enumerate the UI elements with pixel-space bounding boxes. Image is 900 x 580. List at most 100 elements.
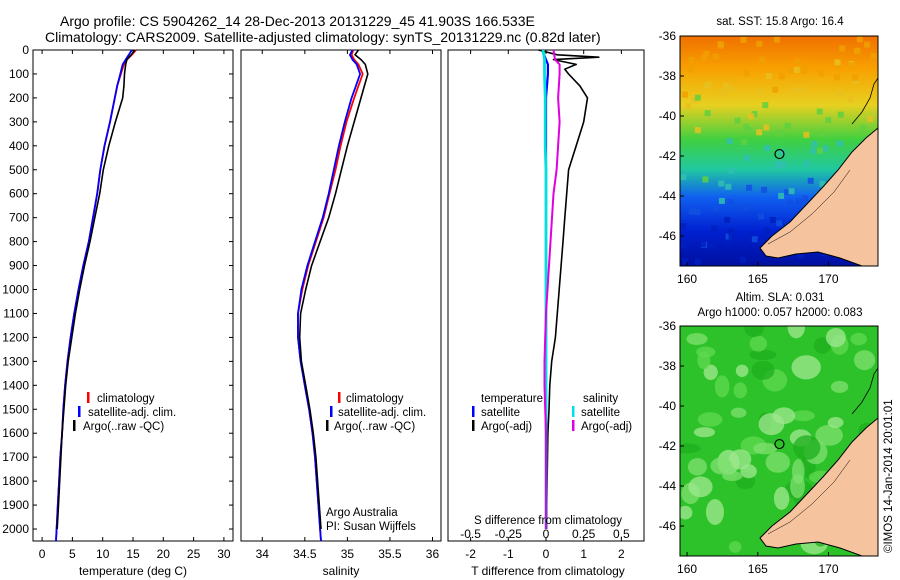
sst-pixel [856,36,863,43]
sst-pixel [728,86,735,92]
depth-tick-label: 1400 [2,378,29,392]
sst-pixel [801,68,808,75]
sst-pixel [819,130,826,137]
sla-blob [853,350,876,371]
map-x-tick-label: 170 [818,272,838,286]
sst-pixel [702,176,709,183]
difference-series [538,49,600,529]
s-tick-label: 0 [543,527,550,541]
sla-coastline [851,367,878,415]
map-y-tick-label: -44 [659,479,677,493]
sla-blob [749,349,777,360]
sla-bathymetry-contour [767,459,851,535]
depth-tick-label: 1600 [2,426,29,440]
sst-pixel [802,64,809,71]
sst-pixel [694,127,701,134]
sst-pixel [748,113,754,120]
difference-x-axis: -2 -1 0 1 2 [465,50,625,561]
map-x-tick-label: 160 [677,562,697,576]
s-difference-label: S difference from climatology [474,515,622,527]
sst-map-frame [679,35,879,267]
legend-label-s-argo: Argo(-adj) [581,421,632,433]
sla-blob [696,346,716,358]
s-tick-label: 0.5 [613,527,630,541]
salinity-x-axis: 34 34.5 35 35.5 36 [256,50,439,561]
sst-pixel [743,155,750,162]
map-x-tick-label: 170 [818,562,838,576]
x-tick-label: 15 [126,547,140,561]
sst-pixel [802,195,808,202]
sst-pixel [788,188,795,195]
sst-pixel [743,123,750,130]
sst-pixel [743,70,750,77]
sst-pixel [795,198,802,205]
sst-pixel [722,82,729,89]
sla-blob [710,457,733,475]
map-y-tick-label: -38 [659,69,677,83]
sla-blob [791,410,815,422]
sst-pixel [867,116,874,123]
legend-swatch-s-argo [572,420,575,431]
sst-pixel [776,220,783,227]
sst-pixel [680,223,687,230]
sst-pixel [719,89,726,96]
map-y-tick-label: -38 [659,359,677,373]
sst-pixel [778,192,785,199]
x-tick-label: 5 [69,547,76,561]
sst-pixel [807,177,814,184]
sla-blob [722,471,743,481]
credit-line-1: Argo Australia [326,507,398,519]
sla-map-axes: 160 165 170 -36 -38 -40 -42 -44 -46 [659,319,839,576]
series-line-satellite-adj-clim- [297,49,362,542]
x-tick-label: 2 [618,547,625,561]
legend-swatch-argo [73,420,76,431]
sst-pixel [688,208,695,215]
sla-blob [680,505,693,520]
sst-pixel [804,160,811,167]
depth-tick-label: 0 [22,43,29,57]
legend-swatch-argo [326,420,329,431]
sla-blob [813,337,832,354]
sst-pixel [803,131,810,138]
sla-blob [680,443,701,454]
sst-pixel [853,47,860,54]
depth-tick-label: 1300 [2,354,29,368]
sst-pixel [772,86,779,93]
sst-pixel [779,149,786,156]
t-difference-label: T difference from climatology [471,564,625,578]
sst-pixel [739,256,746,263]
sst-pixel [728,233,735,240]
sst-pixel [734,117,741,124]
legend-header-temperature: temperature [481,393,543,405]
series-line-argo-raw-qc- [56,49,136,530]
temperature-axes [32,49,234,542]
depth-tick-label: 100 [9,67,29,81]
map-y-tick-label: -46 [659,229,677,243]
sst-pixel [775,163,781,170]
temperature-legend: climatology satellite-adj. clim. Argo(..… [73,392,176,433]
title-line-1: Argo profile: CS 5904262_14 28-Dec-2013 … [60,13,535,29]
sst-pixel [704,110,711,117]
diff-line-3 [543,49,561,529]
sst-pixel [758,213,765,220]
x-tick-label: 25 [187,547,201,561]
sst-pixel [694,209,701,216]
sst-pixel [746,127,753,134]
sla-map: Altim. SLA: 0.031 Argo h1000: 0.057 h200… [659,292,879,576]
sst-pixel [700,241,706,248]
sla-blob [688,476,713,498]
sst-pixel [773,36,780,43]
depth-tick-label: 1100 [3,306,29,320]
sst-pixel [870,52,877,59]
sst-pixel [834,74,841,81]
sst-pixel [695,259,701,266]
sst-pixel [761,186,768,193]
depth-tick-label: 1500 [2,402,29,416]
sst-bathymetry-contour [767,169,851,245]
depth-tick-label: 1800 [2,474,29,488]
sst-pixel [811,140,818,147]
sla-blob [744,326,764,337]
sst-pixel [852,78,859,85]
sst-pixel [724,239,731,246]
